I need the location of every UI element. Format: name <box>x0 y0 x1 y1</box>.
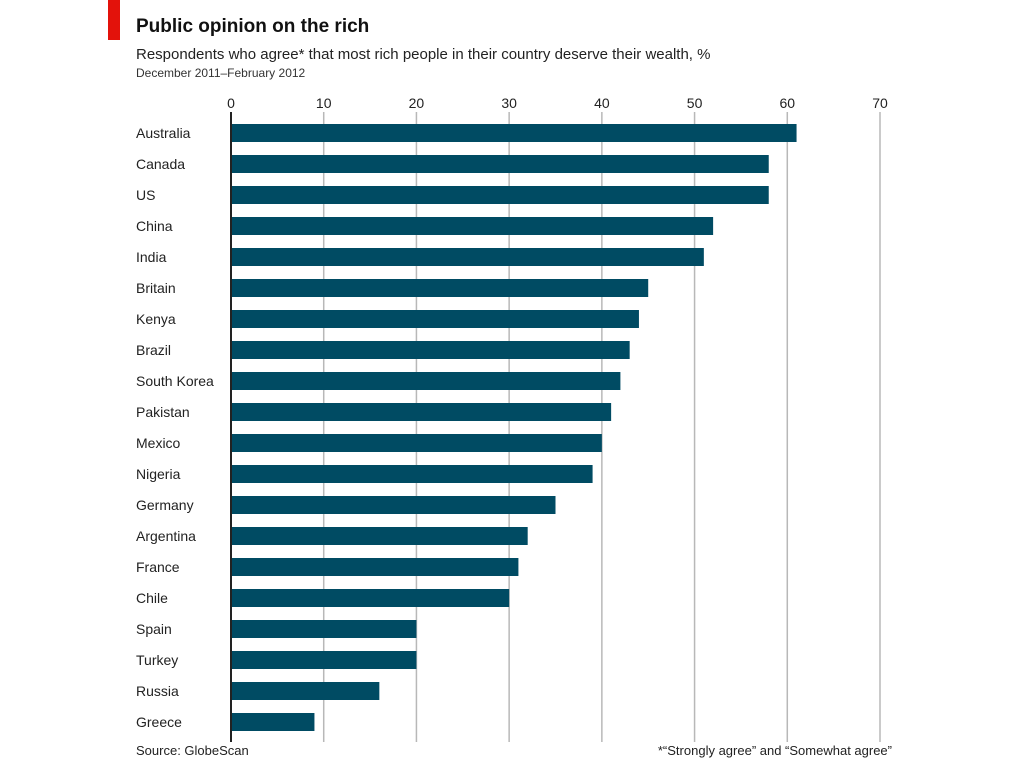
bar-india <box>231 248 704 266</box>
category-label: Pakistan <box>136 404 190 420</box>
category-label: Britain <box>136 280 176 296</box>
bar-france <box>231 558 519 576</box>
chart-title: Public opinion on the rich <box>136 16 370 37</box>
chart-date-range: December 2011–February 2012 <box>136 66 306 80</box>
bar-turkey <box>231 651 417 669</box>
footnote: *“Strongly agree” and “Somewhat agree” <box>657 743 892 758</box>
bar-nigeria <box>231 465 593 483</box>
bar-kenya <box>231 310 639 328</box>
x-tick-label: 60 <box>779 95 795 111</box>
bar-mexico <box>231 434 602 452</box>
bar-argentina <box>231 527 528 545</box>
category-label: Canada <box>136 156 185 172</box>
bar-russia <box>231 682 380 700</box>
bar-south-korea <box>231 372 621 390</box>
category-label: US <box>136 187 155 203</box>
category-label: South Korea <box>136 373 214 389</box>
category-label: France <box>136 559 180 575</box>
x-tick-label: 10 <box>316 95 332 111</box>
bar-china <box>231 217 714 235</box>
x-tick-label: 0 <box>227 95 235 111</box>
bar-brazil <box>231 341 630 359</box>
x-tick-label: 30 <box>501 95 517 111</box>
category-label: Russia <box>136 683 179 699</box>
category-label: Argentina <box>136 528 196 544</box>
category-label: Mexico <box>136 435 181 451</box>
bar-australia <box>231 124 797 142</box>
bar-pakistan <box>231 403 612 421</box>
bar-greece <box>231 713 315 731</box>
category-label: Greece <box>136 714 182 730</box>
category-label: India <box>136 249 167 265</box>
x-tick-label: 70 <box>872 95 888 111</box>
bar-britain <box>231 279 649 297</box>
bar-germany <box>231 496 556 514</box>
chart-subtitle: Respondents who agree* that most rich pe… <box>136 46 711 63</box>
category-label: Australia <box>136 125 191 141</box>
category-label: Germany <box>136 497 194 513</box>
category-label: Nigeria <box>136 466 181 482</box>
category-label: Chile <box>136 590 168 606</box>
category-label: Turkey <box>136 652 178 668</box>
bar-us <box>231 186 769 204</box>
category-label: Brazil <box>136 342 171 358</box>
category-label: Spain <box>136 621 172 637</box>
bar-canada <box>231 155 769 173</box>
category-label: Kenya <box>136 311 176 327</box>
x-tick-label: 40 <box>594 95 610 111</box>
bar-spain <box>231 620 417 638</box>
category-label: China <box>136 218 173 234</box>
source-note: Source: GlobeScan <box>136 743 249 758</box>
bar-chile <box>231 589 510 607</box>
accent-bar <box>108 0 120 40</box>
x-tick-label: 50 <box>687 95 703 111</box>
x-tick-label: 20 <box>409 95 425 111</box>
